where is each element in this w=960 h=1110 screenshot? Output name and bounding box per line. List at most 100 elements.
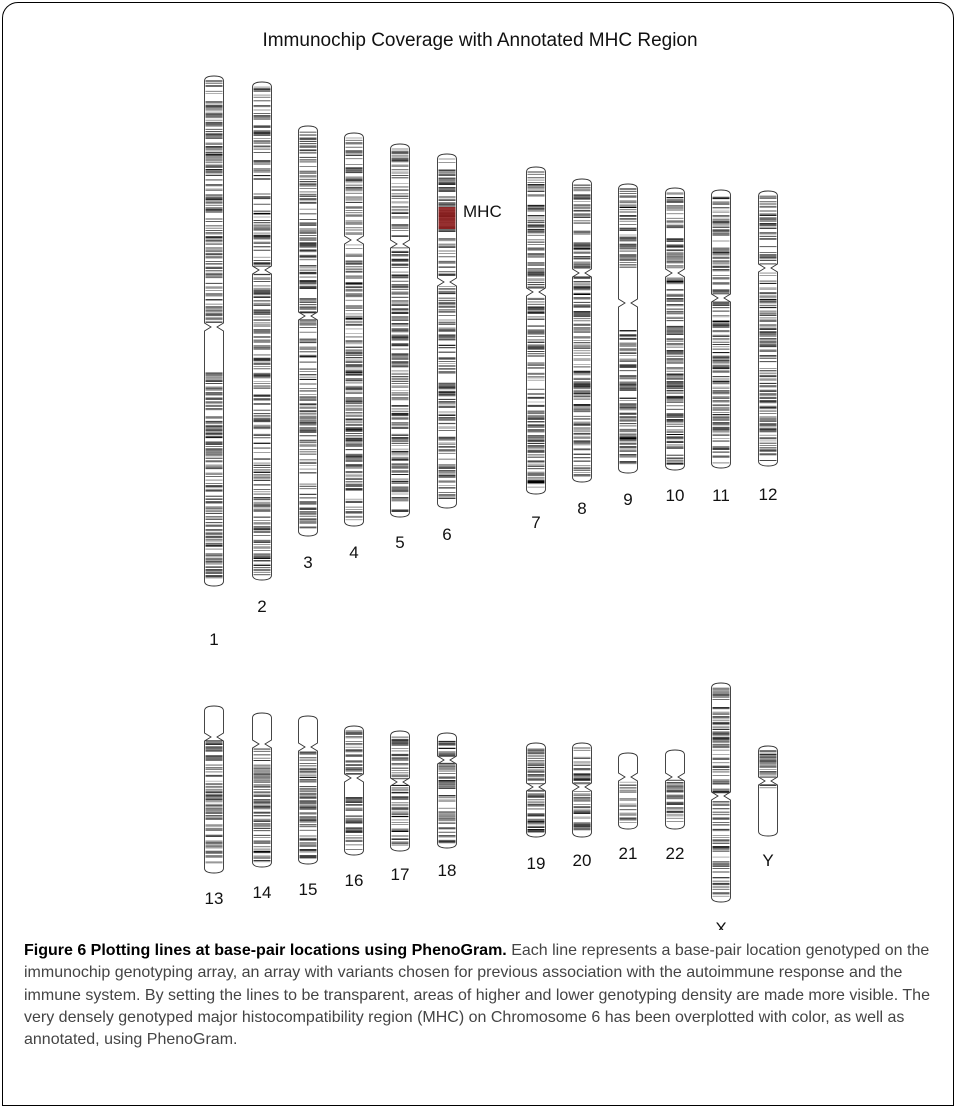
chromosome-y: Y xyxy=(758,745,778,870)
chromosome-22-variant-lines xyxy=(666,779,684,822)
chromosome-4: 4 xyxy=(344,132,364,562)
chromosome-label-21: 21 xyxy=(619,844,638,863)
chromosome-x-outline xyxy=(711,682,731,903)
chromosome-label-7: 7 xyxy=(531,513,540,532)
chromosome-x-variant-lines xyxy=(712,687,730,897)
chromosome-label-14: 14 xyxy=(253,883,272,902)
chromosome-1-variant-lines xyxy=(205,80,223,579)
chromosome-14: 14 xyxy=(252,712,272,902)
chromosome-15-variant-lines xyxy=(299,751,317,859)
mhc-annotation-label: MHC xyxy=(463,202,502,221)
chromosome-11-variant-lines xyxy=(712,196,730,464)
chromosome-13: 13 xyxy=(204,705,224,908)
chromosome-17-outline xyxy=(390,730,410,852)
chromosome-7-outline xyxy=(526,166,546,495)
chromosome-5: 5 xyxy=(390,143,410,552)
chromosome-8-outline xyxy=(572,178,592,483)
chromosome-label-8: 8 xyxy=(577,499,586,518)
chromosome-label-1: 1 xyxy=(209,630,218,649)
chromosome-9: 9 xyxy=(618,183,638,509)
chromosome-9-outline xyxy=(618,183,638,474)
chromosome-label-20: 20 xyxy=(573,851,592,870)
chromosome-22: 22 xyxy=(665,749,685,863)
chromosome-11: 11 xyxy=(711,189,731,505)
chromosome-2-variant-lines xyxy=(253,86,271,576)
chromosome-label-y: Y xyxy=(762,851,773,870)
chromosome-21-variant-lines xyxy=(619,781,637,823)
chromosome-y-variant-lines xyxy=(759,750,777,789)
chromosome-4-outline xyxy=(344,132,364,527)
chromosome-14-variant-lines xyxy=(253,748,271,863)
chromosome-17-variant-lines xyxy=(391,736,409,846)
chromosome-16-variant-lines xyxy=(345,730,363,850)
chromosome-13-variant-lines xyxy=(205,740,223,864)
chromosome-12-variant-lines xyxy=(759,195,777,461)
chromosome-label-2: 2 xyxy=(257,597,266,616)
chromosome-label-10: 10 xyxy=(666,486,685,505)
chromosome-8-variant-lines xyxy=(573,184,591,477)
chromosome-label-x: X xyxy=(715,919,726,930)
chromosome-22-outline xyxy=(665,749,685,830)
chromosome-5-variant-lines xyxy=(391,148,409,512)
chromosome-label-15: 15 xyxy=(299,880,318,899)
chromosome-9-variant-lines xyxy=(619,188,637,465)
chromosome-13-outline xyxy=(204,705,224,874)
figure-title: Immunochip Coverage with Annotated MHC R… xyxy=(262,30,698,51)
chromosome-15-outline xyxy=(298,715,318,865)
chromosome-7-variant-lines xyxy=(527,171,545,488)
figure-caption: Figure 6 Plotting lines at base-pair loc… xyxy=(24,940,936,1051)
chromosome-label-13: 13 xyxy=(205,889,224,908)
chromosome-12-outline xyxy=(758,190,778,467)
chromosome-12: 12 xyxy=(758,190,778,504)
chromosome-8: 8 xyxy=(572,178,592,518)
chromosome-6: 6 xyxy=(437,153,457,544)
chromosome-label-3: 3 xyxy=(303,553,312,572)
chromosome-20-variant-lines xyxy=(573,747,591,831)
chromosome-label-16: 16 xyxy=(345,871,364,890)
chromosome-label-17: 17 xyxy=(391,865,410,884)
chromosome-7: 7 xyxy=(526,166,546,532)
chromosome-y-outline xyxy=(758,745,778,837)
chromosome-4-variant-lines xyxy=(345,137,363,521)
chromosome-2: 2 xyxy=(252,81,272,616)
chromosome-6-variant-lines xyxy=(438,158,456,499)
chromosome-16: 16 xyxy=(344,725,364,890)
chromosome-x: X xyxy=(711,682,731,930)
chromosome-label-18: 18 xyxy=(438,861,457,880)
chromosome-label-19: 19 xyxy=(527,854,546,873)
chromosome-16-outline xyxy=(344,725,364,856)
chromosome-18-variant-lines xyxy=(438,740,456,844)
chromosome-2-outline xyxy=(252,81,272,581)
chromosome-label-22: 22 xyxy=(666,844,685,863)
chromosome-label-9: 9 xyxy=(623,490,632,509)
chromosome-10-variant-lines xyxy=(666,192,684,466)
chromosome-10-outline xyxy=(665,187,685,471)
chromosome-1: 1 xyxy=(204,75,224,649)
chromosome-21-outline xyxy=(618,752,638,830)
chromosome-21: 21 xyxy=(618,752,638,863)
chromosome-19-outline xyxy=(526,742,546,838)
chromosome-19: 19 xyxy=(526,742,546,873)
chromosome-20: 20 xyxy=(572,742,592,870)
chromosome-17: 17 xyxy=(390,730,410,884)
chromosome-20-outline xyxy=(572,742,592,838)
chromosome-label-5: 5 xyxy=(395,533,404,552)
chromosome-1-outline xyxy=(204,75,224,587)
chromosome-label-11: 11 xyxy=(712,486,730,505)
chromosome-3-variant-lines xyxy=(299,131,317,529)
chromosome-11-outline xyxy=(711,189,731,469)
chromosome-15: 15 xyxy=(298,715,318,899)
chromosome-10: 10 xyxy=(665,187,685,505)
chromosome-18: 18 xyxy=(437,732,457,880)
caption-text: Each line represents a base-pair locatio… xyxy=(24,942,930,1049)
chromosome-18-outline xyxy=(437,732,457,849)
chromosome-14-outline xyxy=(252,712,272,868)
chromosome-5-outline xyxy=(390,143,410,518)
chromosome-6-outline xyxy=(437,153,457,509)
mhc-region-highlight xyxy=(438,207,456,229)
chromosome-3-outline xyxy=(298,125,318,537)
caption-label: Figure 6 Plotting lines at base-pair loc… xyxy=(24,942,507,959)
chromosome-3: 3 xyxy=(298,125,318,572)
